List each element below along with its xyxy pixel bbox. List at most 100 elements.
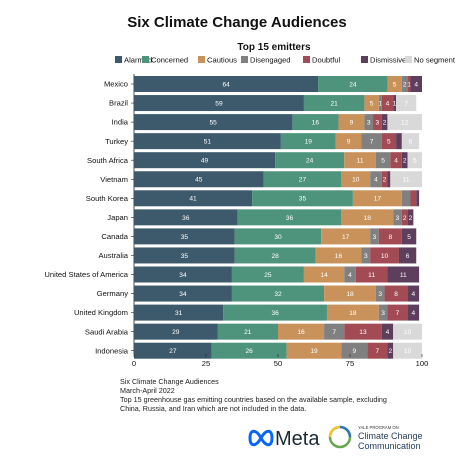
legend-swatch-doubtful: [303, 56, 310, 63]
data-label: 24: [306, 158, 314, 165]
legend-label-alarmed: Alarmed: [124, 56, 152, 65]
data-label: 2: [383, 120, 387, 127]
bar-segment-disengaged: [341, 342, 368, 359]
bar-segment-disengaged: [370, 171, 382, 188]
bar-segment-disengaged: [324, 323, 345, 340]
bar-segment-dismissive: [387, 342, 394, 359]
legend-swatch-concerned: [142, 56, 149, 63]
bar-segment-cautious: [341, 209, 394, 226]
data-label: 11: [357, 158, 364, 165]
data-label: 5: [387, 139, 391, 146]
data-label: 36: [271, 310, 279, 317]
data-label: 11: [368, 272, 375, 279]
bar-segment-concerned: [231, 285, 325, 302]
legend-label-concerned: Concerned: [151, 56, 188, 65]
bar-segment-disengaged: [344, 266, 356, 283]
bar-segment-concerned: [303, 95, 365, 112]
data-label: 49: [201, 158, 209, 165]
bar-segment-doubtful: [355, 266, 388, 283]
data-label: 6: [406, 253, 410, 260]
x-tick-label: 100: [416, 359, 429, 368]
legend-swatch-alarmed: [115, 56, 122, 63]
bar-segment-alarmed: [134, 76, 319, 92]
note-description-line-1: Top 15 greenhouse gas emitting countries…: [120, 395, 387, 404]
note-date: March-April 2022: [120, 386, 175, 395]
data-label: 1: [407, 81, 411, 88]
data-label: 31: [175, 310, 183, 317]
data-label: 4: [386, 329, 390, 336]
category-label: Mexico: [104, 80, 128, 89]
chart-title: Six Climate Change Audiences: [127, 14, 347, 31]
legend-label-no-segment: No segment: [414, 56, 456, 65]
category-label: Brazil: [109, 99, 128, 108]
bar-segment-concerned: [223, 304, 327, 321]
bar-segment-concerned: [234, 228, 322, 245]
bar-segment-doubtful: [381, 133, 397, 150]
legend-label-cautious: Cautious: [207, 56, 237, 65]
data-label: 1: [378, 100, 382, 107]
bar-segment-concerned: [217, 323, 278, 340]
bar-segment-doubtful: [401, 209, 408, 226]
legend-swatch-disengaged: [241, 56, 248, 63]
category-label: South Korea: [86, 194, 129, 203]
bar-segment-no-segment: [407, 152, 422, 169]
x-tick-label: 0: [132, 359, 136, 368]
bar-segment-doubtful: [390, 152, 402, 169]
bar-segment-doubtful: [387, 304, 408, 321]
bar-segment-dismissive: [410, 76, 422, 92]
bar-segment-doubtful: [370, 247, 399, 264]
bar-segment-dismissive: [387, 266, 420, 283]
bar-segment-alarmed: [134, 133, 281, 150]
data-label: 4: [348, 272, 352, 279]
bar-segment-doubtful: [381, 95, 394, 112]
x-tick-label: 25: [202, 359, 210, 368]
bar-segment-disengaged: [370, 228, 379, 245]
bar-segment-concerned: [252, 190, 353, 207]
data-label: 11: [400, 272, 407, 279]
category-label: India: [112, 118, 129, 127]
bar-segment-alarmed: [134, 228, 235, 245]
data-label: 27: [299, 177, 307, 184]
bar-segment-cautious: [344, 152, 376, 169]
bar-segment-alarmed: [134, 95, 304, 112]
x-tick-label: 50: [274, 359, 282, 368]
bar-segment-dismissive: [396, 133, 402, 150]
data-label: 9: [347, 139, 351, 146]
note-description-line-2: China, Russia, and Iran which are not in…: [120, 404, 307, 413]
data-label: 18: [349, 310, 357, 317]
data-label: 3: [396, 215, 400, 222]
data-label: 10: [352, 177, 360, 184]
data-label: 5: [393, 81, 397, 88]
bar-segment-disengaged: [401, 76, 408, 92]
bar-segment-cautious: [321, 228, 371, 245]
data-label: 11: [403, 177, 410, 184]
data-label: 1: [393, 100, 397, 107]
bar-segment-disengaged: [378, 95, 382, 112]
bar-segment-dismissive: [381, 114, 388, 131]
data-label: 36: [286, 215, 294, 222]
data-label: 28: [271, 253, 279, 260]
data-label: 7: [376, 348, 380, 355]
data-label: 7: [332, 329, 336, 336]
bar-segment-no-segment: [401, 133, 420, 150]
bar-segment-cautious: [324, 285, 376, 302]
data-label: 10: [381, 253, 389, 260]
note-title: Six Climate Change Audiences: [120, 377, 219, 386]
data-label: 51: [204, 139, 212, 146]
bar-segment-doubtful: [407, 76, 411, 92]
data-label: 34: [179, 272, 187, 279]
bar-segment-alarmed: [134, 190, 253, 207]
data-label: 8: [388, 234, 392, 241]
bar-segment-no-segment: [393, 323, 422, 340]
data-label: 59: [215, 100, 223, 107]
bar-segment-cautious: [326, 304, 379, 321]
data-label: 5: [413, 158, 417, 165]
data-label: 16: [312, 120, 320, 127]
data-label: 35: [181, 234, 189, 241]
data-label: 21: [244, 329, 252, 336]
bar-segment-alarmed: [134, 152, 276, 169]
data-label: 16: [297, 329, 305, 336]
data-label: 3: [364, 253, 368, 260]
data-label: 18: [346, 291, 354, 298]
